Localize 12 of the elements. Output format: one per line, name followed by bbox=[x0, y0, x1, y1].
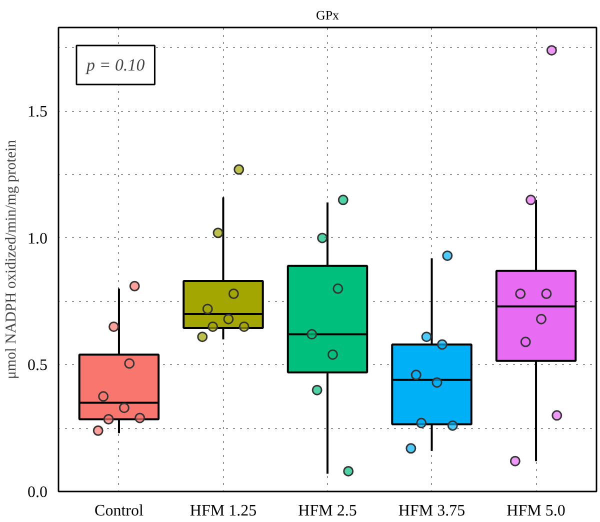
x-tick-label: HFM 1.25 bbox=[190, 502, 257, 520]
y-tick-label: 1.5 bbox=[28, 104, 48, 121]
x-tick-label: HFM 3.75 bbox=[398, 502, 466, 520]
x-tick-label: HFM 2.5 bbox=[298, 502, 357, 520]
y-tick-label: 0.0 bbox=[28, 484, 48, 501]
x-tick-label: HFM 5.0 bbox=[506, 502, 566, 520]
y-axis-title: μmol NADPH oxidized/min/mg protein bbox=[4, 139, 20, 380]
y-tick-label: 1.0 bbox=[28, 230, 48, 248]
y-tick-label: 0.5 bbox=[28, 357, 48, 374]
annotation: p = 0.10 bbox=[86, 56, 146, 74]
chart-title: GPx bbox=[316, 8, 340, 22]
x-tick-label: Control bbox=[94, 502, 144, 520]
